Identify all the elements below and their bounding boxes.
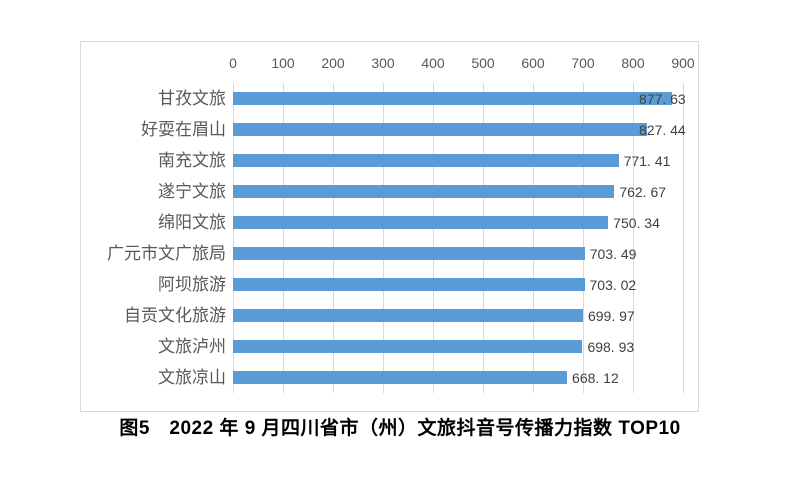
bar	[233, 154, 619, 167]
category-label: 遂宁文旅	[158, 182, 226, 201]
gridline	[583, 83, 584, 393]
category-label: 绵阳文旅	[158, 213, 226, 232]
bar-value-label: 698. 93	[587, 339, 635, 355]
bar-value-label: 771. 41	[623, 153, 671, 169]
bar	[233, 185, 615, 198]
bar-value-label: 699. 97	[587, 308, 635, 324]
gridline	[283, 83, 284, 393]
bar	[233, 278, 585, 291]
bar-value-label: 827. 44	[639, 122, 686, 138]
category-label: 文旅凉山	[158, 368, 226, 387]
x-tick-label: 0	[229, 55, 237, 71]
bar	[233, 216, 609, 229]
category-label: 甘孜文旅	[158, 89, 226, 108]
category-label: 广元市文广旅局	[107, 244, 226, 263]
gridline	[533, 83, 534, 393]
gridline	[233, 83, 234, 393]
x-tick-label: 100	[271, 55, 295, 71]
x-tick-label: 600	[521, 55, 545, 71]
x-tick-label: 800	[621, 55, 645, 71]
bar-value-label: 703. 49	[589, 246, 637, 262]
x-tick-label: 500	[471, 55, 495, 71]
gridline	[633, 83, 634, 393]
gridline	[383, 83, 384, 393]
x-tick-label: 700	[571, 55, 595, 71]
x-tick-label: 300	[371, 55, 395, 71]
bar-value-label: 668. 12	[572, 370, 619, 386]
figure-caption: 图5 2022 年 9 月四川省市（州）文旅抖音号传播力指数 TOP10	[119, 418, 681, 439]
category-label: 文旅泸州	[158, 337, 226, 356]
category-label: 好耍在眉山	[141, 120, 226, 139]
bar	[233, 92, 672, 105]
x-tick-label: 400	[421, 55, 445, 71]
bar	[233, 123, 647, 136]
gridline	[483, 83, 484, 393]
bar-value-label: 762. 67	[619, 184, 667, 200]
bar	[233, 340, 583, 353]
category-label: 南充文旅	[158, 151, 226, 170]
gridline	[433, 83, 434, 393]
gridline	[333, 83, 334, 393]
bar-value-label: 750. 34	[613, 215, 660, 231]
bar	[233, 309, 583, 322]
x-tick-label: 900	[671, 55, 695, 71]
bar-value-label: 703. 02	[589, 277, 637, 293]
x-tick-label: 200	[321, 55, 345, 71]
category-label: 自贡文化旅游	[124, 306, 226, 325]
chart-frame: 0 100 200 300 400 500 600 700 800 900 甘孜文旅 877. 63 好…	[80, 41, 699, 412]
bar	[233, 247, 585, 260]
bar	[233, 371, 568, 384]
category-label: 阿坝旅游	[158, 275, 226, 294]
gridline	[683, 83, 684, 393]
bar-value-label: 877. 63	[639, 91, 686, 107]
